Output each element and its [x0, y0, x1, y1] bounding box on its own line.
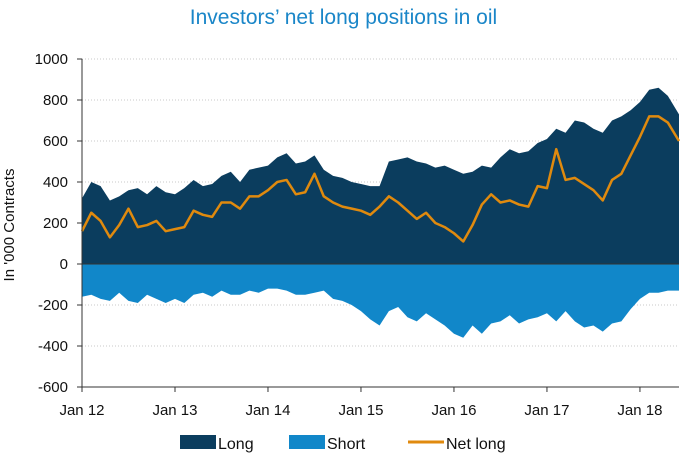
y-axis-label: In '000 Contracts: [1, 169, 18, 282]
x-tick-label: Jan 13: [152, 402, 197, 419]
legend-label: Long: [218, 436, 254, 453]
y-tick-label: -400: [38, 338, 68, 355]
y-tick-label: 1000: [35, 51, 68, 68]
y-tick-label: 0: [60, 256, 68, 273]
area-layer: [80, 87, 681, 338]
legend-label: Short: [327, 436, 366, 453]
y-tick-label: 400: [43, 174, 68, 191]
x-tick-label: Jan 16: [431, 402, 476, 419]
legend-label: Net long: [446, 436, 506, 453]
x-tick-label: Jan 14: [245, 402, 290, 419]
axes: 1000 800 600 400 200 0 -200 -400 -600 Jan 12 Jan 1…: [35, 51, 679, 419]
legend-swatch-short: [289, 435, 325, 449]
y-tick-label: 600: [43, 133, 68, 150]
y-tick-label: -200: [38, 297, 68, 314]
y-tick-label: 200: [43, 215, 68, 232]
series-short-area: [82, 264, 679, 338]
chart-title: Investors’ net long positions in oil: [189, 6, 498, 29]
y-tick-label: -600: [38, 379, 68, 396]
series-long-area: [82, 87, 679, 264]
legend: Long Short Net long: [180, 435, 506, 453]
x-tick-label: Jan 12: [59, 402, 104, 419]
y-tick-label: 800: [43, 92, 68, 109]
legend-swatch-long: [180, 435, 216, 449]
x-tick-label: Jan 15: [338, 402, 383, 419]
series-net-long-line: [80, 115, 681, 243]
x-tick-label: Jan 18: [617, 402, 662, 419]
x-tick-label: Jan 17: [524, 402, 569, 419]
